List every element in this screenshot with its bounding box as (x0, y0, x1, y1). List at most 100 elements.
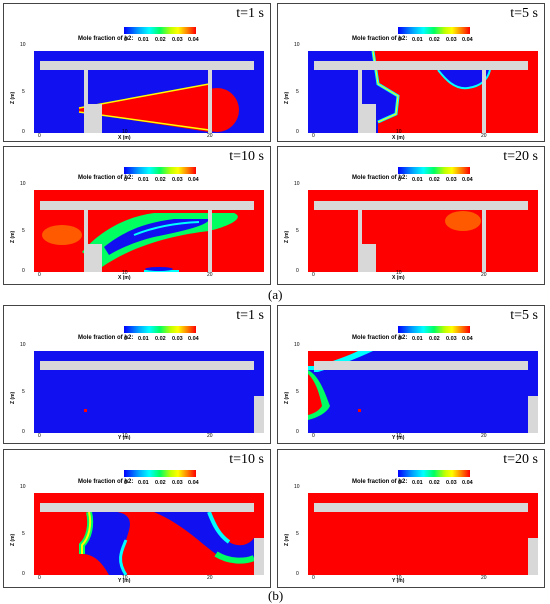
colorbar (124, 27, 196, 34)
z-tick: 10 (294, 42, 300, 48)
colorbar-title: Mole fraction of h2: (352, 175, 408, 181)
z-axis-label: Z (m) (284, 391, 290, 404)
y-axis-label: Y (m) (392, 435, 405, 441)
colorbar-tick: 0.04 (188, 480, 199, 486)
y-axis-label: Y (m) (392, 578, 405, 584)
z-tick: 5 (296, 531, 299, 537)
z-tick: 5 (296, 89, 299, 95)
colorbar-tick: 0 (398, 177, 402, 183)
colorbar-tick: 0.02 (429, 177, 440, 183)
colorbar-tick: 0.03 (172, 336, 183, 342)
panel-b-t1: Mole fraction of h2: 0 0.01 0.02 0.03 0.… (3, 305, 271, 444)
colorbar-tick: 0 (398, 336, 402, 342)
panel-b-t10: Mole fraction of h2: 0 0.01 0.02 0.03 0.… (3, 449, 271, 588)
colorbar (124, 470, 196, 477)
panel-a-t10: Mole fraction of h2: 0 0.01 0.02 0.03 0.… (3, 146, 271, 285)
colorbar-tick: 0.04 (462, 336, 473, 342)
x-tick: 10 (122, 129, 128, 135)
colorbar (398, 27, 470, 34)
colorbar-tick: 0 (124, 336, 128, 342)
z-tick: 10 (294, 342, 300, 348)
colorbar-tick: 0.01 (412, 336, 423, 342)
z-axis-label: Z (m) (284, 230, 290, 243)
y-tick: 0 (38, 433, 41, 439)
y-tick: 10 (122, 433, 128, 439)
y-tick: 20 (207, 575, 213, 581)
colorbar-tick: 0.04 (188, 37, 199, 43)
x-axis-label: X (m) (392, 135, 405, 141)
y-tick: 20 (481, 433, 487, 439)
caption-b: (b) (268, 588, 284, 603)
colorbar-title: Mole fraction of h2: (78, 335, 134, 341)
contour-plot (308, 493, 538, 575)
colorbar-tick: 0.01 (138, 480, 149, 486)
colorbar-tick: 0.03 (172, 177, 183, 183)
z-tick: 0 (22, 429, 25, 435)
colorbar-tick: 0.01 (412, 37, 423, 43)
z-tick: 10 (20, 484, 26, 490)
z-tick: 10 (20, 181, 26, 187)
z-tick: 5 (22, 228, 25, 234)
colorbar-tick: 0.02 (155, 177, 166, 183)
y-axis-label: Y (m) (118, 435, 131, 441)
colorbar-tick: 0.02 (429, 37, 440, 43)
colorbar-tick: 0.04 (188, 336, 199, 342)
x-tick: 0 (38, 133, 41, 139)
panel-b-t5: Mole fraction of h2: 0 0.01 0.02 0.03 0.… (277, 305, 545, 444)
x-tick: 0 (312, 272, 315, 278)
contour-plot (308, 351, 538, 433)
time-label: t=1 s (236, 308, 264, 323)
colorbar-tick: 0.01 (412, 480, 423, 486)
colorbar-tick: 0.02 (429, 480, 440, 486)
colorbar-title: Mole fraction of h2: (78, 36, 134, 42)
colorbar-tick: 0.01 (138, 177, 149, 183)
colorbar-tick: 0.03 (446, 177, 457, 183)
y-tick: 20 (481, 575, 487, 581)
colorbar (124, 326, 196, 333)
contour-plot (34, 493, 264, 576)
x-tick: 10 (396, 270, 402, 276)
x-tick: 0 (312, 133, 315, 139)
x-tick: 20 (207, 272, 213, 278)
y-tick: 0 (312, 575, 315, 581)
colorbar-tick: 0.03 (172, 37, 183, 43)
colorbar-tick: 0.03 (446, 480, 457, 486)
z-axis-label: Z (m) (10, 391, 16, 404)
z-tick: 0 (296, 268, 299, 274)
panel-a-t5: Mole fraction of h2: 0 0.01 0.02 0.03 0.… (277, 3, 545, 142)
colorbar-title: Mole fraction of h2: (78, 479, 134, 485)
z-tick: 5 (22, 531, 25, 537)
colorbar-title: Mole fraction of h2: (352, 335, 408, 341)
y-tick: 20 (207, 433, 213, 439)
colorbar-tick: 0 (398, 480, 402, 486)
y-axis-label: Y (m) (118, 578, 131, 584)
colorbar-tick: 0.04 (462, 37, 473, 43)
z-tick: 5 (296, 228, 299, 234)
contour-plot (34, 351, 264, 433)
colorbar-tick: 0.03 (446, 336, 457, 342)
z-tick: 0 (22, 268, 25, 274)
z-tick: 0 (296, 129, 299, 135)
colorbar-tick: 0.01 (138, 37, 149, 43)
y-tick: 0 (312, 433, 315, 439)
x-axis-label: X (m) (118, 275, 131, 281)
z-axis-label: Z (m) (10, 230, 16, 243)
time-label: t=20 s (503, 149, 538, 164)
colorbar-tick: 0.02 (429, 336, 440, 342)
colorbar-tick: 0.04 (462, 480, 473, 486)
colorbar-tick: 0 (398, 37, 402, 43)
z-tick: 10 (20, 42, 26, 48)
y-tick: 10 (122, 575, 128, 581)
colorbar-tick: 0.03 (446, 37, 457, 43)
colorbar-tick: 0.01 (138, 336, 149, 342)
x-tick: 20 (481, 272, 487, 278)
colorbar-tick: 0.02 (155, 336, 166, 342)
y-tick: 10 (396, 433, 402, 439)
colorbar-title: Mole fraction of h2: (352, 36, 408, 42)
colorbar-title: Mole fraction of h2: (352, 479, 408, 485)
x-axis-label: X (m) (392, 275, 405, 281)
colorbar-title: Mole fraction of h2: (78, 175, 134, 181)
z-tick: 5 (296, 389, 299, 395)
z-tick: 0 (296, 429, 299, 435)
x-tick: 20 (207, 133, 213, 139)
